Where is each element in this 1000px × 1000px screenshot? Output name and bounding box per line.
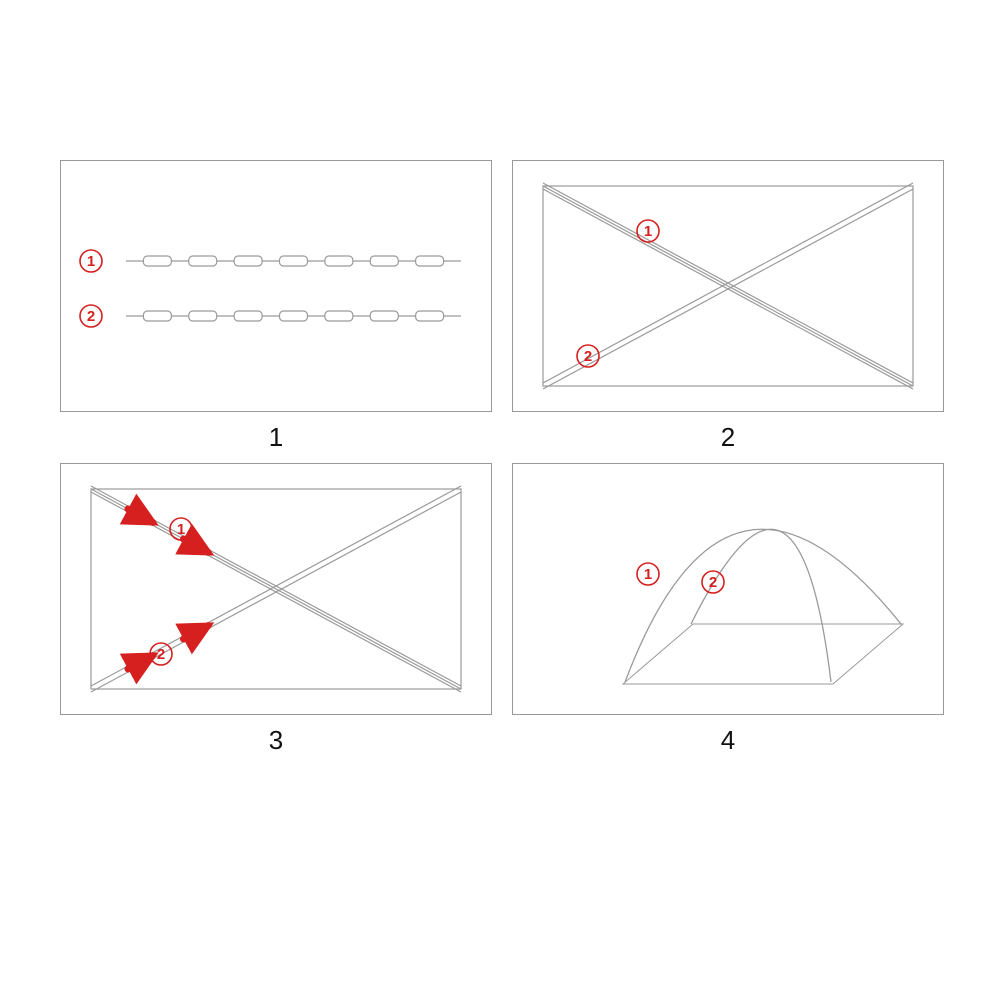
panel-1: 12 — [60, 160, 492, 412]
panel-2: 12 — [512, 160, 944, 412]
panel-2-svg: 12 — [513, 161, 943, 411]
caption-4: 4 — [721, 725, 735, 756]
panel-1-svg: 12 — [61, 161, 491, 411]
svg-text:2: 2 — [584, 348, 592, 365]
svg-text:1: 1 — [87, 253, 95, 270]
cell-3: 12 3 — [60, 463, 492, 756]
caption-2: 2 — [721, 422, 735, 453]
panel-4-svg: 12 — [513, 464, 943, 714]
cell-4: 12 4 — [512, 463, 944, 756]
svg-text:1: 1 — [644, 223, 652, 240]
svg-text:2: 2 — [87, 308, 95, 325]
svg-text:2: 2 — [157, 646, 165, 663]
cell-1: 12 1 — [60, 160, 492, 453]
caption-1: 1 — [269, 422, 283, 453]
svg-text:2: 2 — [709, 574, 717, 591]
panel-3-svg: 12 — [61, 464, 491, 714]
svg-text:1: 1 — [644, 566, 652, 583]
cell-2: 12 2 — [512, 160, 944, 453]
panel-4: 12 — [512, 463, 944, 715]
panel-3: 12 — [60, 463, 492, 715]
caption-3: 3 — [269, 725, 283, 756]
instruction-grid: 12 1 12 2 12 3 12 4 — [60, 160, 940, 756]
svg-text:1: 1 — [177, 521, 185, 538]
